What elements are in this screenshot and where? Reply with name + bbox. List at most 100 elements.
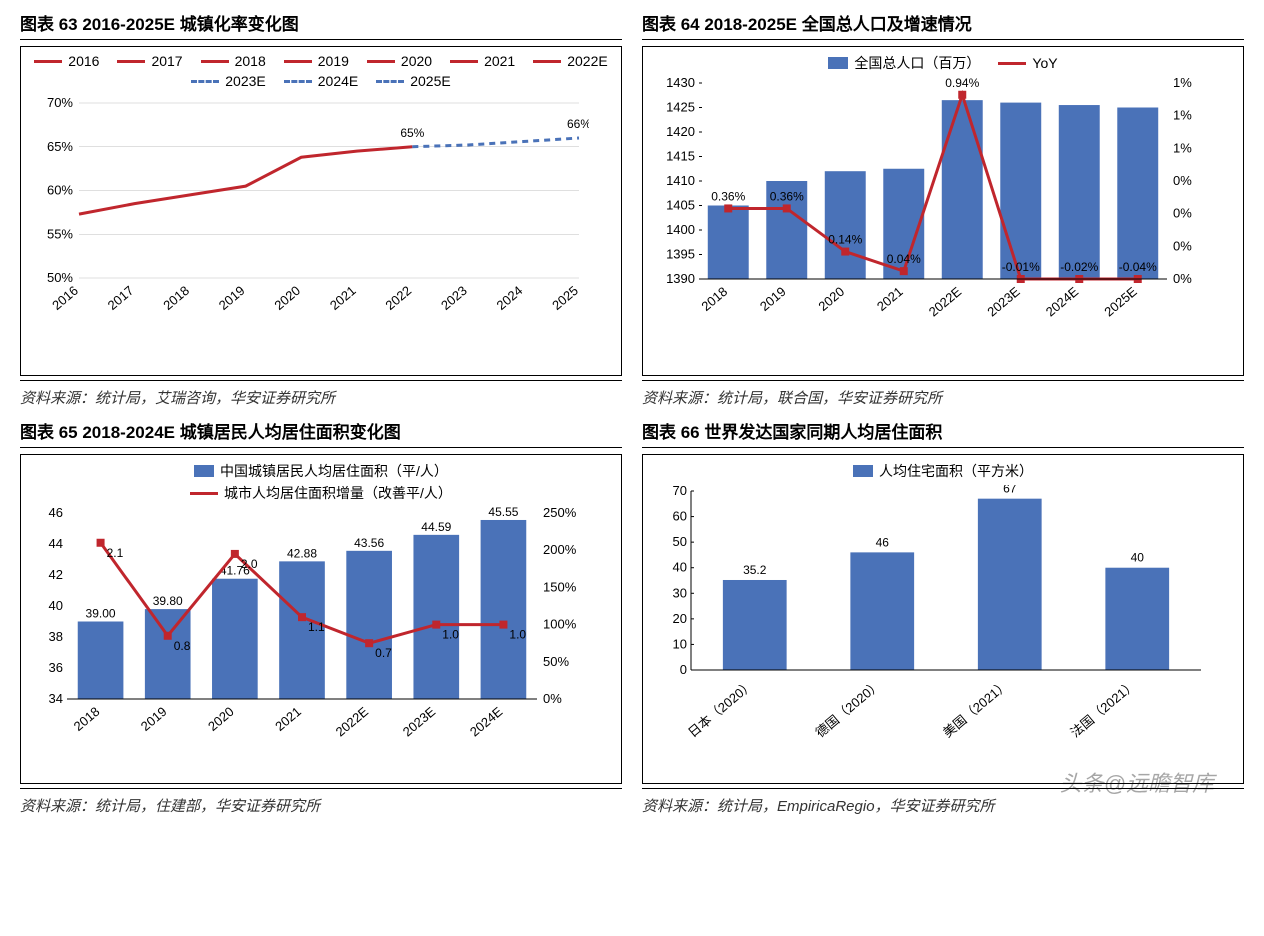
svg-text:1410: 1410: [666, 173, 695, 188]
svg-text:1430: 1430: [666, 77, 695, 90]
svg-text:39.80: 39.80: [153, 594, 183, 608]
svg-text:50: 50: [673, 534, 687, 549]
svg-text:2024E: 2024E: [1043, 284, 1082, 320]
chart-64-title: 图表 64 2018-2025E 全国总人口及增速情况: [642, 10, 1244, 40]
bar-swatch-icon: [853, 465, 873, 477]
svg-text:0%: 0%: [1173, 271, 1192, 286]
line-swatch-icon: [190, 492, 218, 495]
chart-66-legend: 人均住宅面积（平方米）: [651, 461, 1235, 481]
svg-text:2018: 2018: [71, 704, 103, 734]
svg-text:46: 46: [876, 535, 890, 549]
svg-text:0.14%: 0.14%: [828, 233, 862, 247]
svg-text:200%: 200%: [543, 542, 577, 557]
svg-text:2018: 2018: [160, 283, 192, 313]
svg-text:2024: 2024: [494, 283, 526, 313]
svg-text:2022E: 2022E: [333, 704, 372, 740]
bar-swatch-icon: [828, 57, 848, 69]
legend-label: YoY: [1032, 55, 1057, 71]
svg-text:67: 67: [1003, 485, 1017, 496]
chart-66-title: 图表 66 世界发达国家同期人均居住面积: [642, 418, 1244, 448]
svg-text:0.8: 0.8: [174, 639, 191, 653]
svg-text:55%: 55%: [47, 226, 73, 241]
legend-label: 全国总人口（百万）: [854, 53, 980, 73]
svg-text:-0.02%: -0.02%: [1060, 260, 1098, 274]
chart-63-panel: 图表 63 2016-2025E 城镇化率变化图 2016 2017 2018 201…: [20, 10, 622, 408]
chart-63-source: 资料来源：统计局，艾瑞咨询，华安证券研究所: [20, 380, 622, 408]
chart-64-legend: 全国总人口（百万） YoY: [651, 53, 1235, 73]
svg-text:德国（2020）: 德国（2020）: [813, 677, 885, 741]
svg-text:1405: 1405: [666, 198, 695, 213]
svg-text:0.94%: 0.94%: [945, 77, 979, 90]
svg-text:39.00: 39.00: [86, 607, 116, 621]
svg-text:2.0: 2.0: [241, 557, 258, 571]
legend-label: 人均住宅面积（平方米）: [879, 461, 1033, 481]
svg-text:2025E: 2025E: [1101, 284, 1140, 320]
svg-text:42: 42: [49, 567, 63, 582]
svg-text:1390: 1390: [666, 271, 695, 286]
svg-text:2.1: 2.1: [107, 546, 124, 560]
svg-text:44: 44: [49, 536, 63, 551]
svg-text:2023E: 2023E: [984, 284, 1023, 320]
chart-66-svg: 01020304050607035.2466740日本（2020）德国（2020…: [651, 485, 1211, 755]
svg-text:100%: 100%: [543, 617, 577, 632]
svg-text:2023E: 2023E: [400, 704, 439, 740]
legend-label: 城市人均居住面积增量（改善平/人）: [224, 483, 452, 503]
svg-text:1.0: 1.0: [442, 628, 459, 642]
svg-text:35.2: 35.2: [743, 563, 767, 577]
svg-text:38: 38: [49, 629, 63, 644]
svg-text:65%: 65%: [47, 139, 73, 154]
svg-text:46: 46: [49, 507, 63, 520]
svg-text:1%: 1%: [1173, 140, 1192, 155]
svg-text:44.59: 44.59: [421, 520, 451, 534]
svg-text:-0.04%: -0.04%: [1119, 260, 1157, 274]
svg-text:2020: 2020: [271, 283, 303, 313]
svg-text:2021: 2021: [272, 704, 304, 734]
svg-text:2020: 2020: [205, 704, 237, 734]
svg-text:66%: 66%: [567, 117, 589, 131]
svg-text:0%: 0%: [1173, 206, 1192, 221]
svg-text:日本（2020）: 日本（2020）: [685, 677, 757, 741]
svg-text:50%: 50%: [47, 270, 73, 285]
svg-text:-0.01%: -0.01%: [1002, 260, 1040, 274]
svg-text:2019: 2019: [216, 283, 248, 313]
chart-65-box: 中国城镇居民人均居住面积（平/人） 城市人均居住面积增量（改善平/人） 3436…: [20, 454, 622, 784]
svg-text:1425: 1425: [666, 100, 695, 115]
svg-text:美国（2021）: 美国（2021）: [940, 677, 1012, 741]
bar-swatch-icon: [194, 465, 214, 477]
svg-text:43.56: 43.56: [354, 536, 384, 550]
svg-text:34: 34: [49, 691, 63, 706]
svg-text:1400: 1400: [666, 222, 695, 237]
svg-text:30: 30: [673, 585, 687, 600]
svg-text:法国（2021）: 法国（2021）: [1068, 677, 1140, 741]
svg-text:1420: 1420: [666, 124, 695, 139]
chart-65-legend: 中国城镇居民人均居住面积（平/人） 城市人均居住面积增量（改善平/人）: [29, 461, 613, 503]
svg-text:1.1: 1.1: [308, 620, 325, 634]
svg-text:40: 40: [673, 560, 687, 575]
chart-65-svg: 343638404244460%50%100%150%200%250%39.00…: [29, 507, 589, 757]
svg-text:1.0: 1.0: [509, 628, 526, 642]
chart-66-source: 资料来源：统计局，EmpiricaRegio，华安证券研究所: [642, 788, 1244, 816]
svg-text:0.36%: 0.36%: [711, 189, 745, 203]
chart-65-title: 图表 65 2018-2024E 城镇居民人均居住面积变化图: [20, 418, 622, 448]
svg-text:1%: 1%: [1173, 108, 1192, 123]
svg-text:60%: 60%: [47, 183, 73, 198]
chart-65-source: 资料来源：统计局，住建部，华安证券研究所: [20, 788, 622, 816]
svg-text:2016: 2016: [49, 283, 81, 313]
chart-63-box: 2016201720182019202020212022E2023E2024E2…: [20, 46, 622, 376]
svg-text:0%: 0%: [1173, 238, 1192, 253]
svg-text:2017: 2017: [105, 283, 137, 313]
svg-text:60: 60: [673, 509, 687, 524]
svg-text:1415: 1415: [666, 149, 695, 164]
svg-text:20: 20: [673, 611, 687, 626]
line-swatch-icon: [998, 62, 1026, 65]
svg-text:2019: 2019: [757, 284, 789, 314]
legend-label: 中国城镇居民人均居住面积（平/人）: [220, 461, 448, 481]
svg-text:2024E: 2024E: [467, 704, 506, 740]
svg-text:65%: 65%: [400, 126, 424, 140]
svg-text:2018: 2018: [698, 284, 730, 314]
svg-text:42.88: 42.88: [287, 546, 317, 560]
chart-63-title: 图表 63 2016-2025E 城镇化率变化图: [20, 10, 622, 40]
svg-text:40: 40: [1131, 551, 1145, 565]
chart-66-panel: 图表 66 世界发达国家同期人均居住面积 人均住宅面积（平方米） 0102030…: [642, 418, 1244, 816]
svg-text:2022E: 2022E: [926, 284, 965, 320]
